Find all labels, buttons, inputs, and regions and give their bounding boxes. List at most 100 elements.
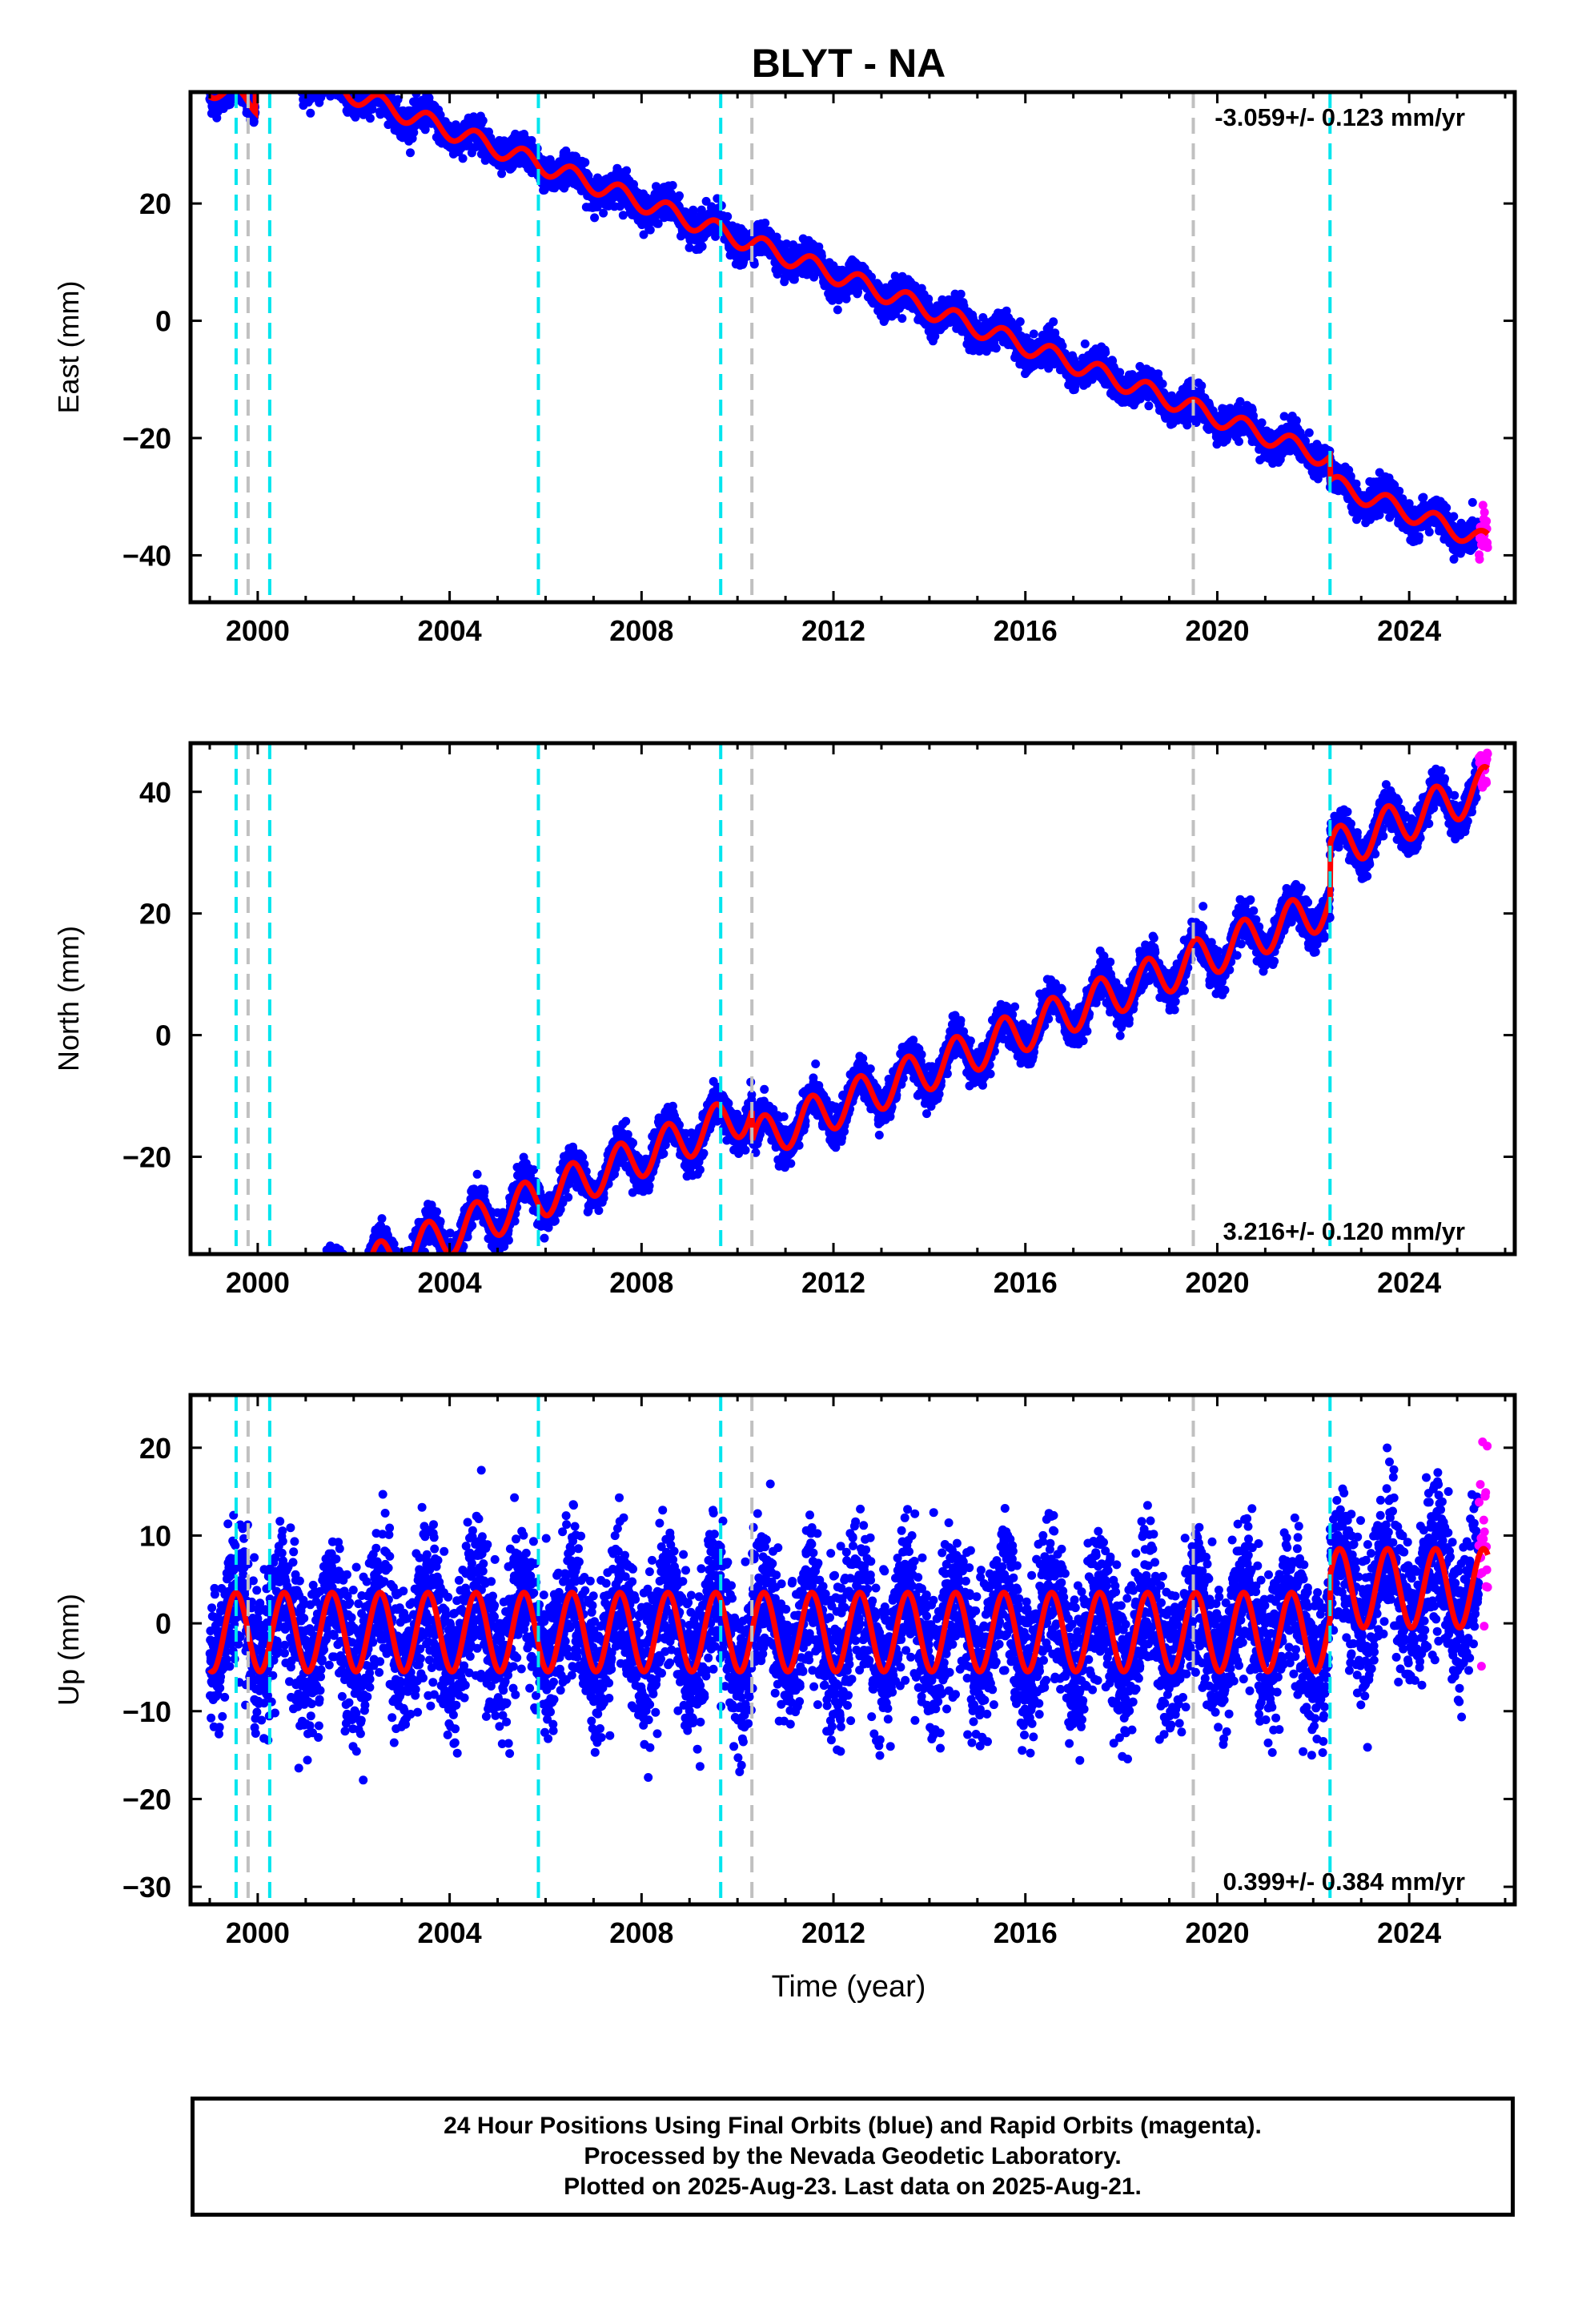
- final-point: [281, 55, 290, 64]
- final-point: [331, 64, 340, 73]
- final-point: [274, 52, 283, 61]
- final-point: [315, 82, 323, 90]
- final-point: [280, 49, 289, 58]
- final-point: [270, 46, 279, 55]
- final-point: [283, 39, 291, 48]
- final-point: [278, 51, 287, 60]
- final-point: [337, 77, 346, 86]
- final-point: [287, 64, 295, 73]
- final-point: [336, 73, 345, 82]
- final-point: [322, 75, 331, 84]
- final-point: [323, 70, 332, 79]
- final-point: [279, 46, 288, 55]
- final-point: [300, 80, 309, 89]
- final-point: [317, 69, 326, 78]
- final-point: [292, 71, 301, 80]
- final-point: [295, 75, 304, 84]
- final-point: [281, 60, 290, 69]
- final-point: [284, 52, 293, 61]
- final-point: [291, 70, 300, 78]
- final-point: [225, 82, 234, 90]
- final-point: [283, 47, 291, 56]
- final-point: [329, 71, 338, 80]
- final-point: [319, 74, 328, 82]
- final-point: [314, 82, 323, 91]
- final-point: [322, 73, 331, 82]
- final-point: [273, 50, 282, 59]
- final-point: [230, 81, 239, 90]
- final-point: [253, 61, 262, 70]
- final-point: [334, 70, 343, 78]
- final-point: [262, 73, 271, 82]
- final-point: [335, 74, 344, 82]
- final-point: [269, 50, 278, 59]
- final-point: [956, 289, 966, 299]
- final-point: [279, 50, 287, 59]
- final-point: [287, 69, 295, 78]
- final-point: [308, 80, 317, 89]
- final-point: [372, 82, 381, 90]
- final-point: [333, 69, 342, 78]
- final-point: [295, 72, 303, 81]
- final-point: [305, 70, 314, 78]
- final-point: [233, 66, 242, 74]
- final-point: [234, 78, 243, 87]
- final-point: [233, 75, 242, 84]
- final-point: [347, 71, 355, 80]
- final-point: [288, 57, 297, 66]
- final-point: [331, 78, 340, 86]
- final-point: [365, 114, 375, 123]
- final-point: [327, 58, 335, 67]
- final-point: [321, 77, 330, 86]
- final-point: [261, 66, 270, 75]
- final-point: [303, 81, 311, 90]
- final-point: [276, 62, 285, 71]
- final-point: [338, 80, 347, 89]
- final-point: [231, 70, 240, 79]
- final-point: [275, 65, 284, 74]
- final-point: [279, 53, 287, 62]
- final-point: [255, 61, 263, 70]
- final-point: [341, 82, 350, 91]
- final-point: [238, 80, 247, 89]
- final-point: [645, 225, 655, 235]
- final-point: [275, 66, 283, 74]
- final-point: [273, 54, 282, 63]
- final-point: [303, 79, 312, 88]
- final-point: [272, 82, 281, 91]
- final-point: [326, 77, 335, 86]
- final-point: [266, 58, 275, 67]
- final-point: [255, 72, 264, 81]
- final-point: [374, 81, 383, 90]
- final-point: [283, 61, 292, 70]
- final-point: [315, 78, 324, 86]
- final-point: [258, 61, 267, 70]
- final-point: [307, 78, 316, 86]
- final-point: [255, 73, 263, 82]
- final-point: [285, 58, 294, 67]
- final-point: [258, 68, 267, 77]
- final-point: [277, 48, 286, 57]
- final-point: [227, 72, 235, 81]
- final-point: [266, 56, 275, 65]
- chart-title: BLYT - NA: [752, 41, 946, 86]
- final-point: [285, 70, 294, 79]
- final-point: [291, 78, 299, 87]
- final-point: [284, 49, 293, 58]
- final-point: [266, 72, 275, 81]
- final-point: [251, 62, 260, 71]
- final-point: [328, 69, 337, 78]
- final-point: [255, 62, 264, 70]
- final-point: [277, 64, 286, 73]
- final-point: [299, 78, 308, 87]
- final-point: [317, 76, 326, 85]
- final-point: [305, 76, 314, 85]
- final-point: [251, 63, 260, 72]
- final-point: [306, 76, 315, 85]
- final-point: [365, 78, 374, 87]
- final-point: [335, 71, 343, 80]
- final-point: [324, 68, 333, 77]
- final-point: [991, 344, 1001, 353]
- final-point: [277, 41, 286, 50]
- final-point: [252, 54, 261, 63]
